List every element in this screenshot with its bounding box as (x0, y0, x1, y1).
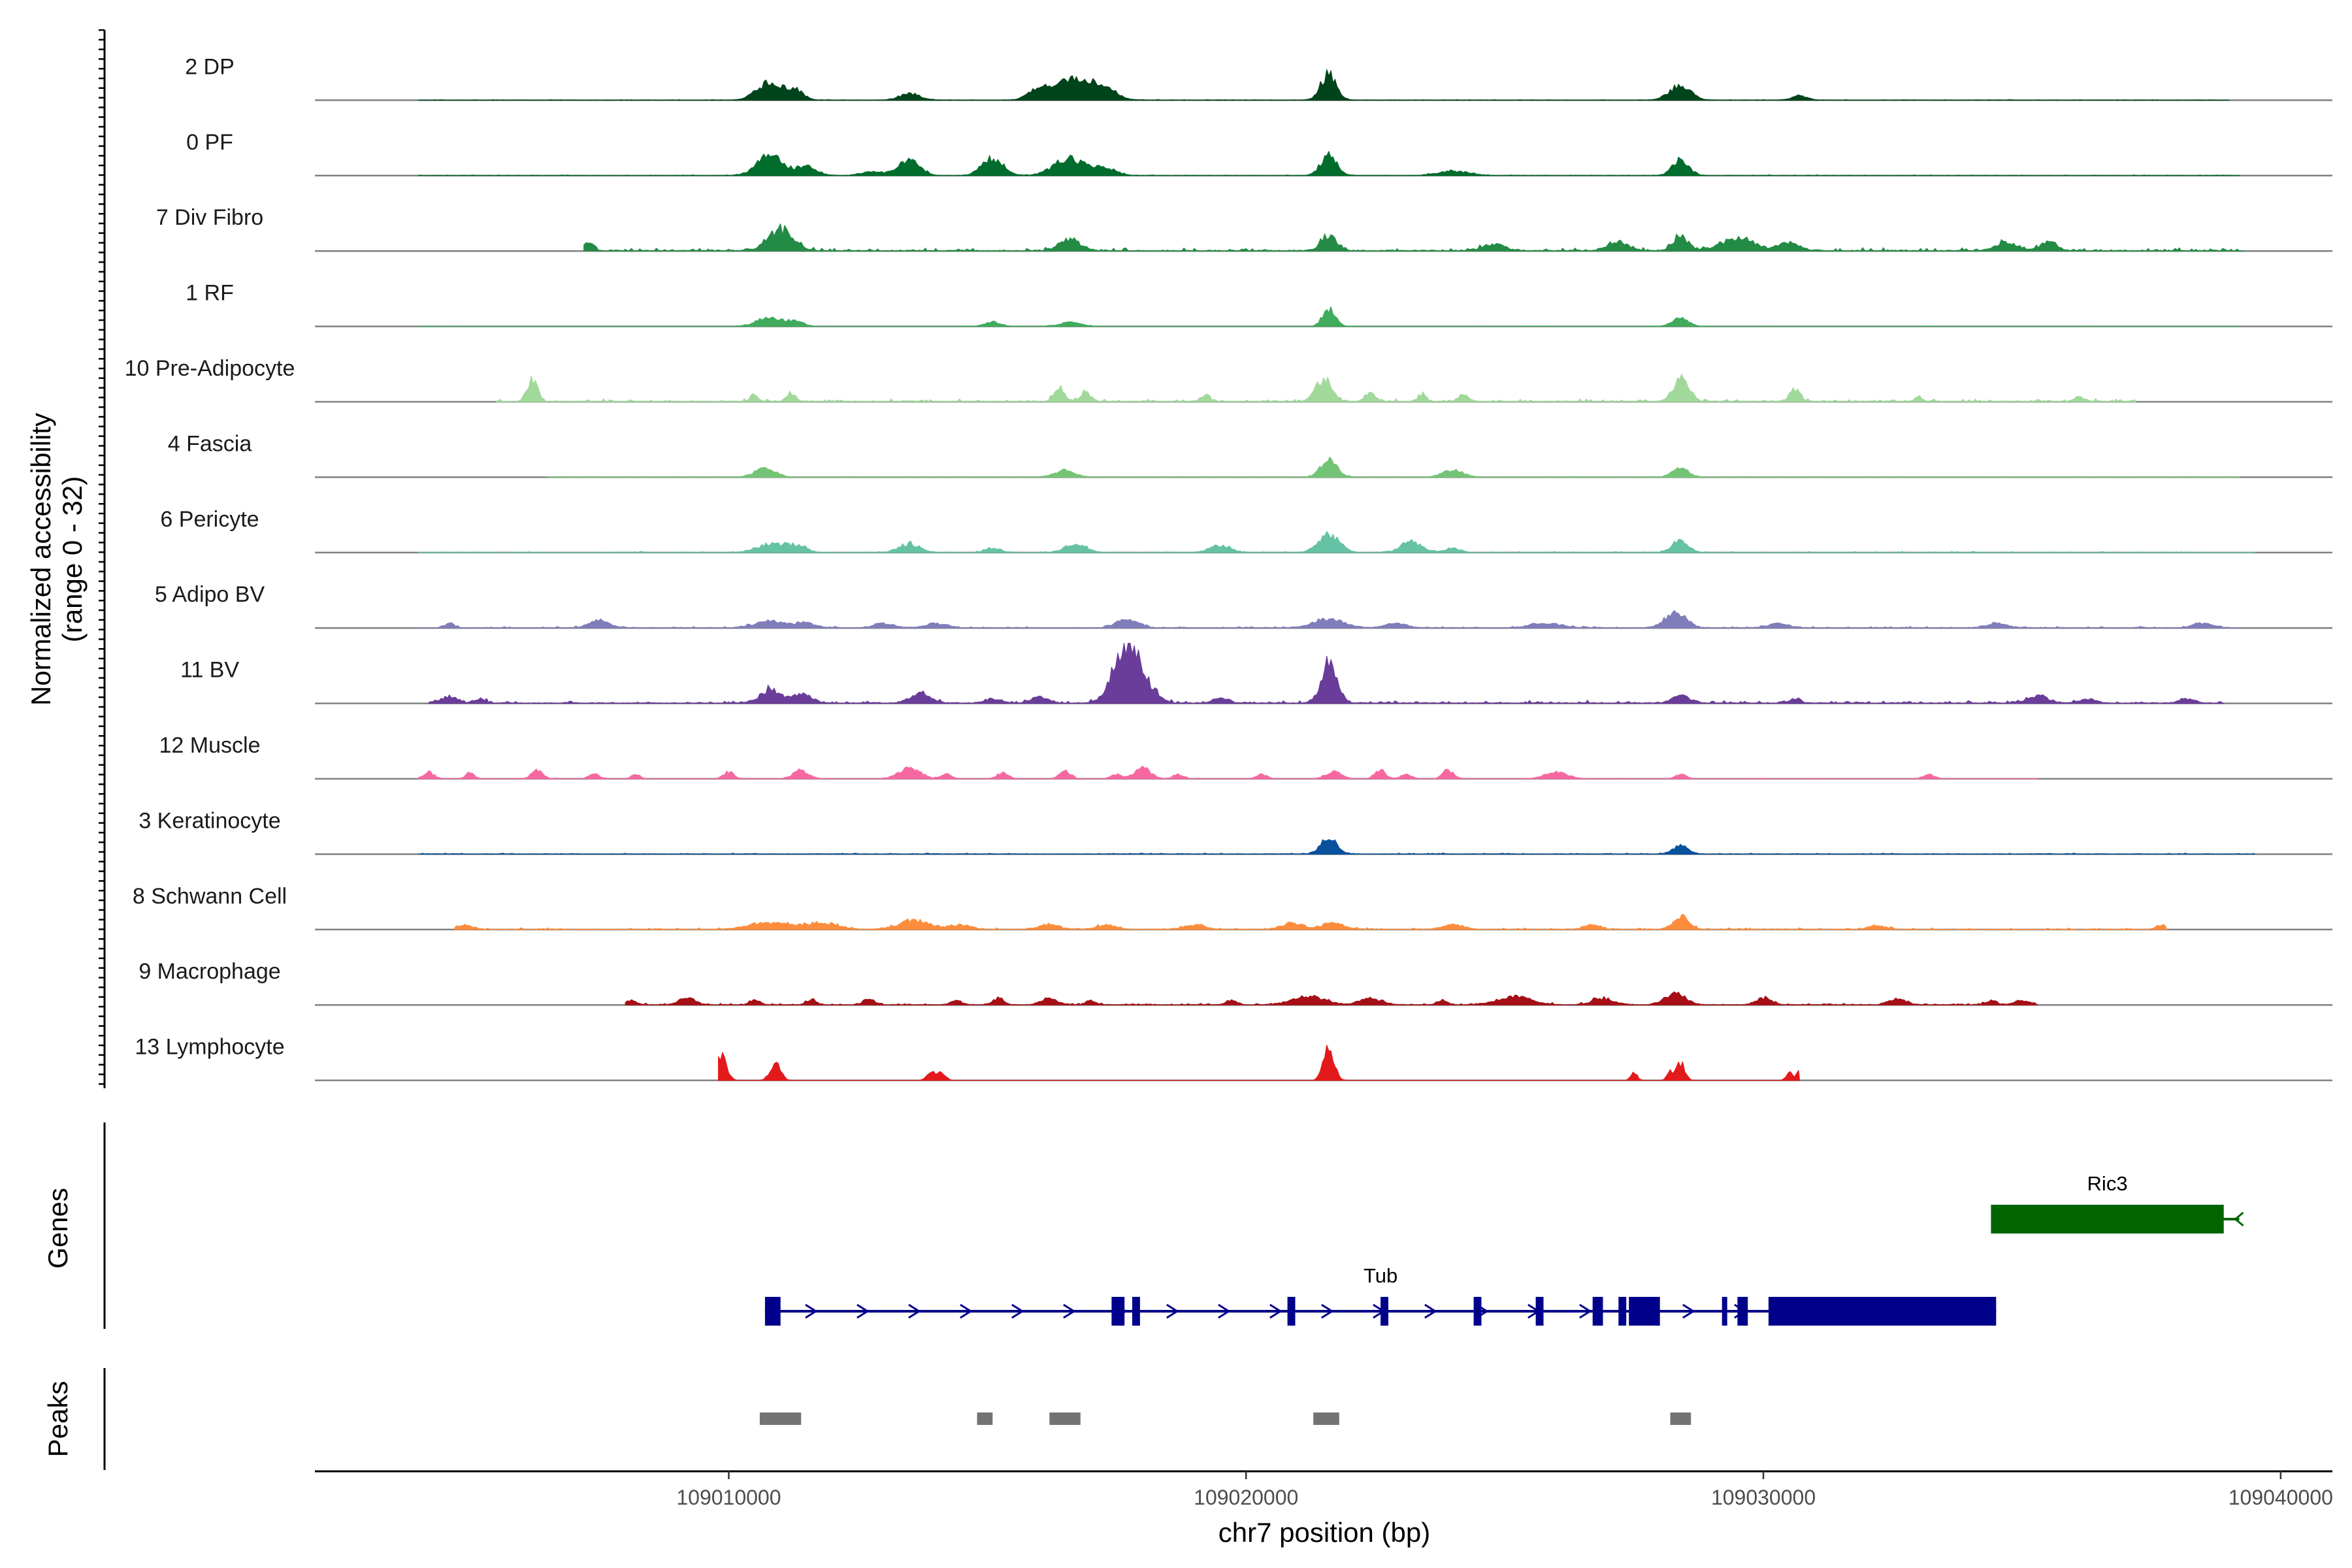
track-label: 0 PF (186, 130, 233, 155)
track-5-adipo-bv: 5 Adipo BV (155, 582, 2332, 629)
exon (1111, 1297, 1125, 1326)
exon (1535, 1297, 1544, 1326)
track-7-div-fibro: 7 Div Fibro (156, 205, 2332, 252)
coverage-area (417, 69, 2230, 101)
track-9-macrophage: 9 Macrophage (139, 959, 2332, 1006)
exon (1132, 1297, 1140, 1326)
exon (1592, 1297, 1603, 1326)
gene-ric3: Ric3 (1991, 1172, 2244, 1233)
strand-arrow (805, 1303, 818, 1319)
accessibility-y-axis (99, 29, 106, 1088)
coverage-area (547, 456, 2240, 478)
exon (1473, 1297, 1482, 1326)
track-0-pf: 0 PF (186, 130, 2332, 177)
track-label: 4 Fascia (168, 431, 252, 456)
track-1-rf: 1 RF (186, 281, 2332, 327)
track-10-pre-adipocyte: 10 Pre-Adipocyte (125, 356, 2332, 403)
y-axis-title: Normalized accessibility (25, 413, 56, 706)
peaks-axis-title: Peaks (42, 1381, 73, 1458)
x-axis-title: chr7 position (bp) (1218, 1517, 1431, 1548)
coverage-area (495, 374, 2136, 402)
peak-region (1313, 1413, 1339, 1425)
strand-arrow (1424, 1303, 1437, 1319)
track-12-muscle: 12 Muscle (159, 733, 2332, 780)
track-label: 8 Schwann Cell (133, 884, 287, 909)
strand-arrow (1269, 1303, 1282, 1319)
peak-track (103, 1368, 1691, 1470)
exon (1737, 1297, 1748, 1326)
exon (764, 1297, 781, 1326)
track-label: 11 BV (180, 658, 239, 683)
track-13-lymphocyte: 13 Lymphocyte (135, 1035, 2332, 1081)
coverage-tracks: 2 DP 0 PF 7 Div Fibro 1 RF 10 Pre-Adipocyte 4… (125, 54, 2332, 1081)
track-label: 1 RF (186, 281, 234, 306)
track-4-fascia: 4 Fascia (168, 431, 2332, 478)
gene-track: Ric3 Tub (103, 1122, 2244, 1329)
track-label: 3 Keratinocyte (139, 808, 280, 833)
exon (1768, 1297, 1997, 1326)
peak-region (759, 1413, 802, 1425)
x-axis: 109010000 109020000 109030000 109040000 (315, 1470, 2333, 1509)
gene-name-label: Tub (1364, 1264, 1397, 1287)
strand-arrow (1063, 1303, 1076, 1319)
exon (1380, 1297, 1388, 1326)
coverage-area (417, 531, 2255, 553)
track-label: 2 DP (185, 54, 235, 79)
strand-arrow (1682, 1303, 1695, 1319)
coverage-area (417, 765, 2038, 779)
peak-region (977, 1413, 993, 1425)
strand-arrow (1011, 1303, 1024, 1319)
track-6-pericyte: 6 Pericyte (160, 507, 2332, 554)
coverage-area (718, 1045, 1801, 1081)
x-tick-label: 109030000 (1711, 1486, 1816, 1509)
track-2-dp: 2 DP (185, 54, 2332, 101)
x-tick-label: 109020000 (1194, 1486, 1298, 1509)
coverage-area (625, 991, 2038, 1005)
strand-arrow (908, 1303, 921, 1319)
strand-arrow (1579, 1303, 1592, 1319)
strand-arrow (960, 1303, 973, 1319)
exon (1629, 1297, 1660, 1326)
gene-name-label: Ric3 (2087, 1172, 2128, 1195)
strand-arrow (1166, 1303, 1179, 1319)
coverage-area (417, 306, 2240, 327)
x-tick-label: 109010000 (676, 1486, 781, 1509)
track-label: 7 Div Fibro (156, 205, 263, 230)
y-axis-subtitle: (range 0 - 32) (57, 476, 88, 642)
strand-arrow (857, 1303, 870, 1319)
coverage-area (583, 223, 2245, 252)
track-11-bv: 11 BV (180, 643, 2332, 704)
track-8-schwann-cell: 8 Schwann Cell (133, 884, 2332, 931)
exon (1287, 1297, 1296, 1326)
exon (1722, 1297, 1727, 1326)
exon (1991, 1205, 2224, 1233)
peak-region (1049, 1413, 1081, 1425)
genes-axis-title: Genes (42, 1188, 73, 1269)
x-tick-label: 109040000 (2229, 1486, 2333, 1509)
coverage-area (417, 839, 2255, 855)
coverage-area (417, 610, 2240, 629)
track-label: 13 Lymphocyte (135, 1035, 284, 1060)
strand-arrow (1321, 1303, 1334, 1319)
track-label: 5 Adipo BV (155, 582, 265, 607)
strand-arrow (2234, 1211, 2244, 1227)
track-label: 12 Muscle (159, 733, 261, 758)
coverage-area (428, 643, 2225, 704)
track-3-keratinocyte: 3 Keratinocyte (139, 808, 2332, 855)
track-label: 6 Pericyte (160, 507, 259, 532)
track-label: 10 Pre-Adipocyte (125, 356, 295, 381)
gene-tub: Tub (764, 1264, 1997, 1326)
track-label: 9 Macrophage (139, 959, 280, 984)
coverage-area (417, 151, 2240, 176)
exon (1618, 1297, 1627, 1326)
strand-arrow (1218, 1303, 1231, 1319)
coverage-area (454, 914, 2168, 930)
peak-region (1670, 1413, 1691, 1425)
